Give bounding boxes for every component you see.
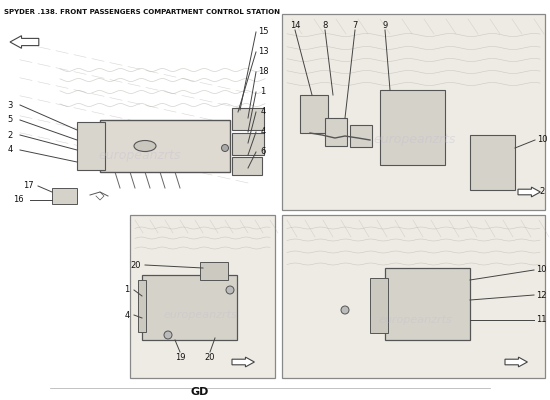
Circle shape xyxy=(226,286,234,294)
Text: 8: 8 xyxy=(322,20,328,30)
Polygon shape xyxy=(232,357,255,367)
Text: 4: 4 xyxy=(124,310,130,320)
Text: 10: 10 xyxy=(537,136,547,144)
Text: 10: 10 xyxy=(536,266,546,274)
Circle shape xyxy=(164,331,172,339)
Bar xyxy=(142,275,237,340)
Circle shape xyxy=(222,144,228,152)
Text: 7: 7 xyxy=(353,20,358,30)
Text: 20: 20 xyxy=(131,260,141,270)
Text: europeanzrts: europeanzrts xyxy=(378,315,452,325)
Text: 4: 4 xyxy=(7,146,13,154)
Bar xyxy=(0,14,275,210)
Text: 20: 20 xyxy=(205,354,215,362)
Text: 6: 6 xyxy=(260,148,266,156)
Text: 15: 15 xyxy=(258,28,268,36)
Bar xyxy=(138,280,146,332)
Bar xyxy=(370,278,388,333)
Text: europeanzrts: europeanzrts xyxy=(374,134,456,146)
Bar xyxy=(300,95,328,133)
Ellipse shape xyxy=(134,140,156,152)
Bar xyxy=(232,157,262,175)
Text: 13: 13 xyxy=(258,48,268,56)
Bar xyxy=(325,118,347,146)
Text: 12: 12 xyxy=(536,290,546,300)
Bar xyxy=(282,215,545,378)
Text: 11: 11 xyxy=(536,316,546,324)
Bar xyxy=(100,120,230,172)
Bar xyxy=(282,14,545,210)
Text: 2: 2 xyxy=(540,188,544,196)
Circle shape xyxy=(341,306,349,314)
Bar xyxy=(200,262,228,280)
Text: GD: GD xyxy=(191,387,209,397)
Text: 5: 5 xyxy=(7,116,13,124)
Text: 4: 4 xyxy=(260,128,266,136)
Polygon shape xyxy=(518,187,541,197)
Bar xyxy=(232,108,264,130)
Bar xyxy=(52,188,77,204)
Text: 4: 4 xyxy=(260,108,266,116)
Bar xyxy=(130,215,275,378)
Text: 17: 17 xyxy=(23,182,34,190)
Bar xyxy=(380,90,445,165)
Bar xyxy=(470,135,515,190)
Bar xyxy=(350,125,372,147)
Text: SPYDER .138. FRONT PASSENGERS COMPARTMENT CONTROL STATION: SPYDER .138. FRONT PASSENGERS COMPARTMEN… xyxy=(4,9,280,15)
Text: 1: 1 xyxy=(260,88,266,96)
Polygon shape xyxy=(505,357,527,367)
Text: 16: 16 xyxy=(13,196,23,204)
Text: 2: 2 xyxy=(7,130,13,140)
Bar xyxy=(77,122,105,170)
Text: 3: 3 xyxy=(7,100,13,110)
Text: 9: 9 xyxy=(382,20,388,30)
Text: 19: 19 xyxy=(175,354,185,362)
Text: europeanzrts: europeanzrts xyxy=(163,310,237,320)
Bar xyxy=(232,133,264,155)
Text: europeanzrts: europeanzrts xyxy=(99,148,182,162)
Text: 18: 18 xyxy=(258,68,268,76)
Polygon shape xyxy=(10,36,39,48)
Bar xyxy=(385,268,470,340)
Text: 14: 14 xyxy=(290,20,300,30)
Text: 1: 1 xyxy=(124,286,130,294)
